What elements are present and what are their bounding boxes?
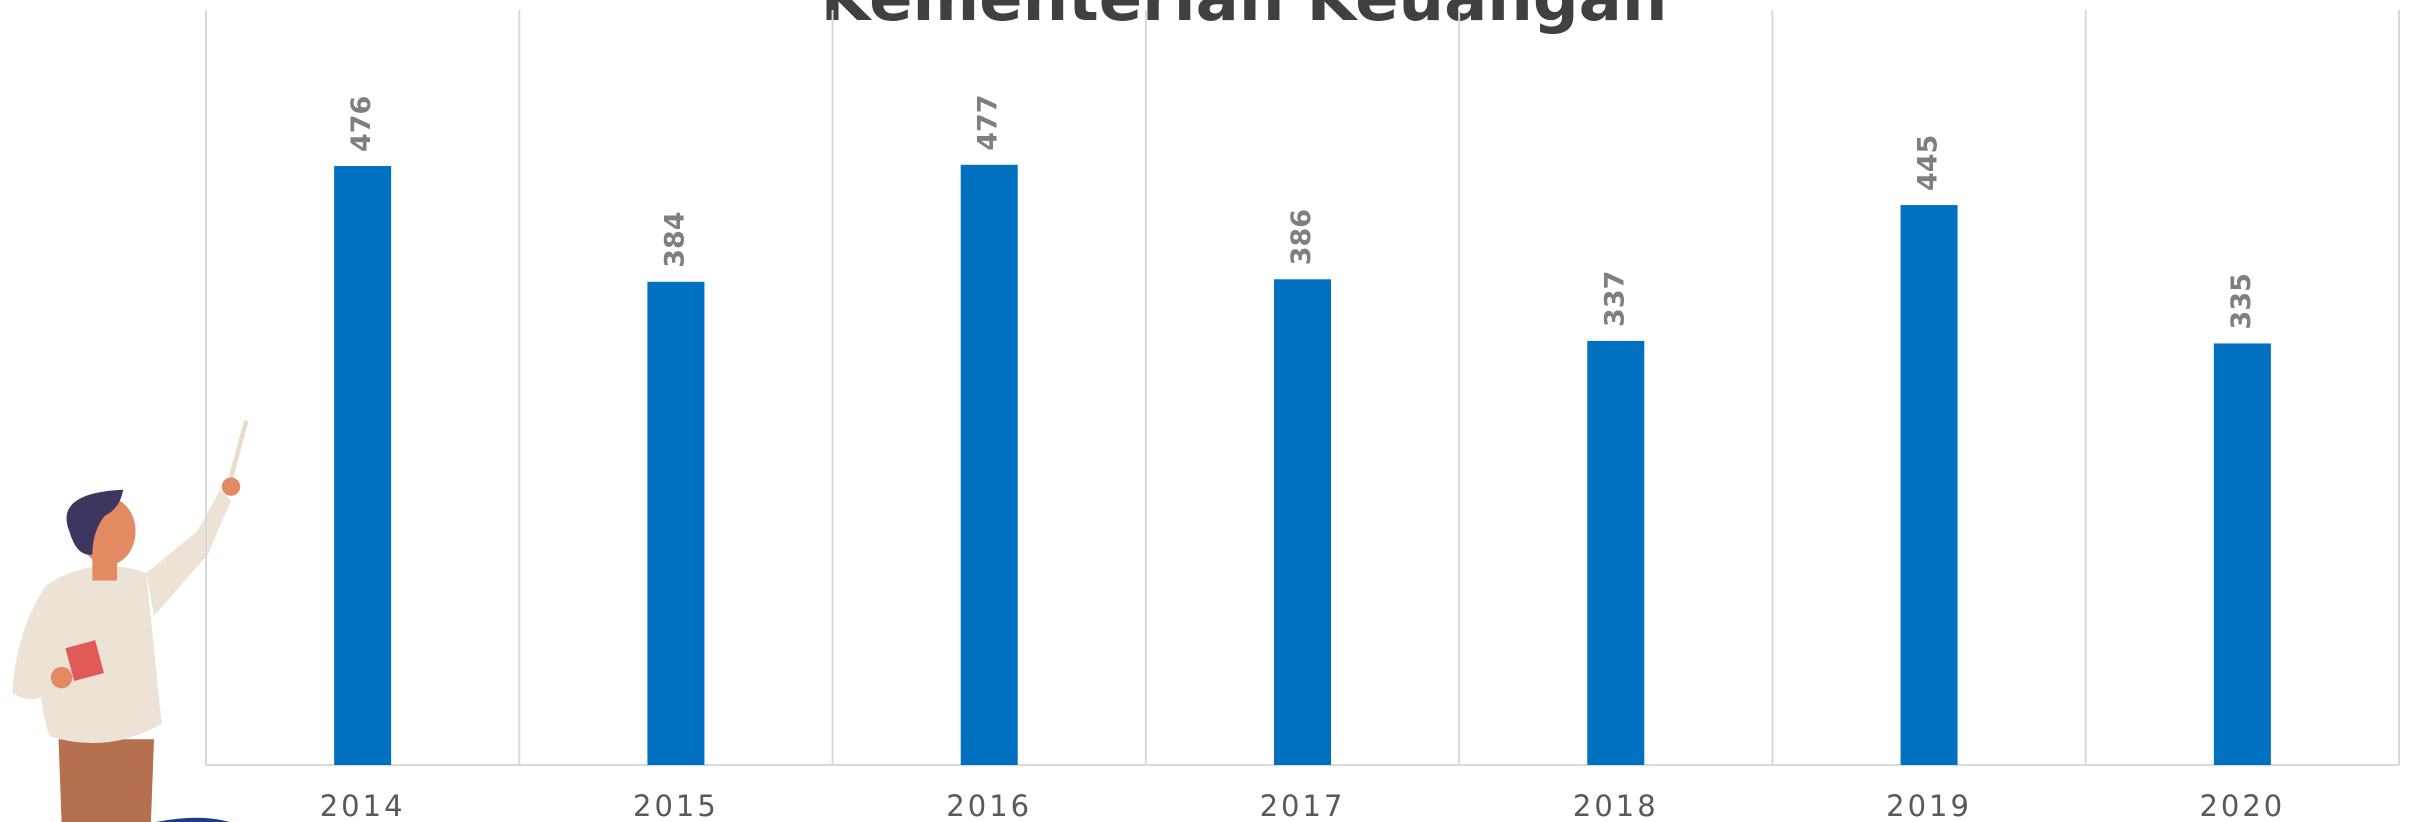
bar	[647, 282, 704, 765]
value-label: 337	[1599, 271, 1630, 327]
bar	[334, 166, 391, 765]
value-label: 384	[659, 211, 690, 267]
x-tick-label: 2019	[1886, 789, 1972, 822]
bar	[2214, 343, 2271, 765]
value-label: 386	[1286, 209, 1317, 265]
value-label: 476	[346, 96, 377, 152]
x-tick-label: 2015	[633, 789, 719, 822]
x-tick-label: 2017	[1260, 789, 1346, 822]
x-tick-label: 2018	[1573, 789, 1659, 822]
x-tick-label: 2020	[2199, 789, 2285, 822]
bar	[1587, 341, 1644, 765]
bars: 476 384 477 386 337 445 335	[334, 94, 2271, 765]
value-label: 445	[1913, 135, 1944, 191]
chart: Kementerian Keuangan 476 384 477 386 337 445 3…	[0, 0, 2414, 822]
bar	[961, 165, 1018, 765]
illustration	[12, 420, 246, 822]
bar	[1901, 205, 1958, 765]
value-label: 335	[2226, 273, 2257, 329]
x-tick-label: 2014	[320, 789, 406, 822]
value-label: 477	[973, 94, 1004, 150]
x-tick-label: 2016	[946, 789, 1032, 822]
page: {"chart_data": {"type": "bar", "title": …	[0, 0, 2414, 822]
chart-title: Kementerian Keuangan	[821, 0, 1668, 36]
bar	[1274, 279, 1331, 765]
